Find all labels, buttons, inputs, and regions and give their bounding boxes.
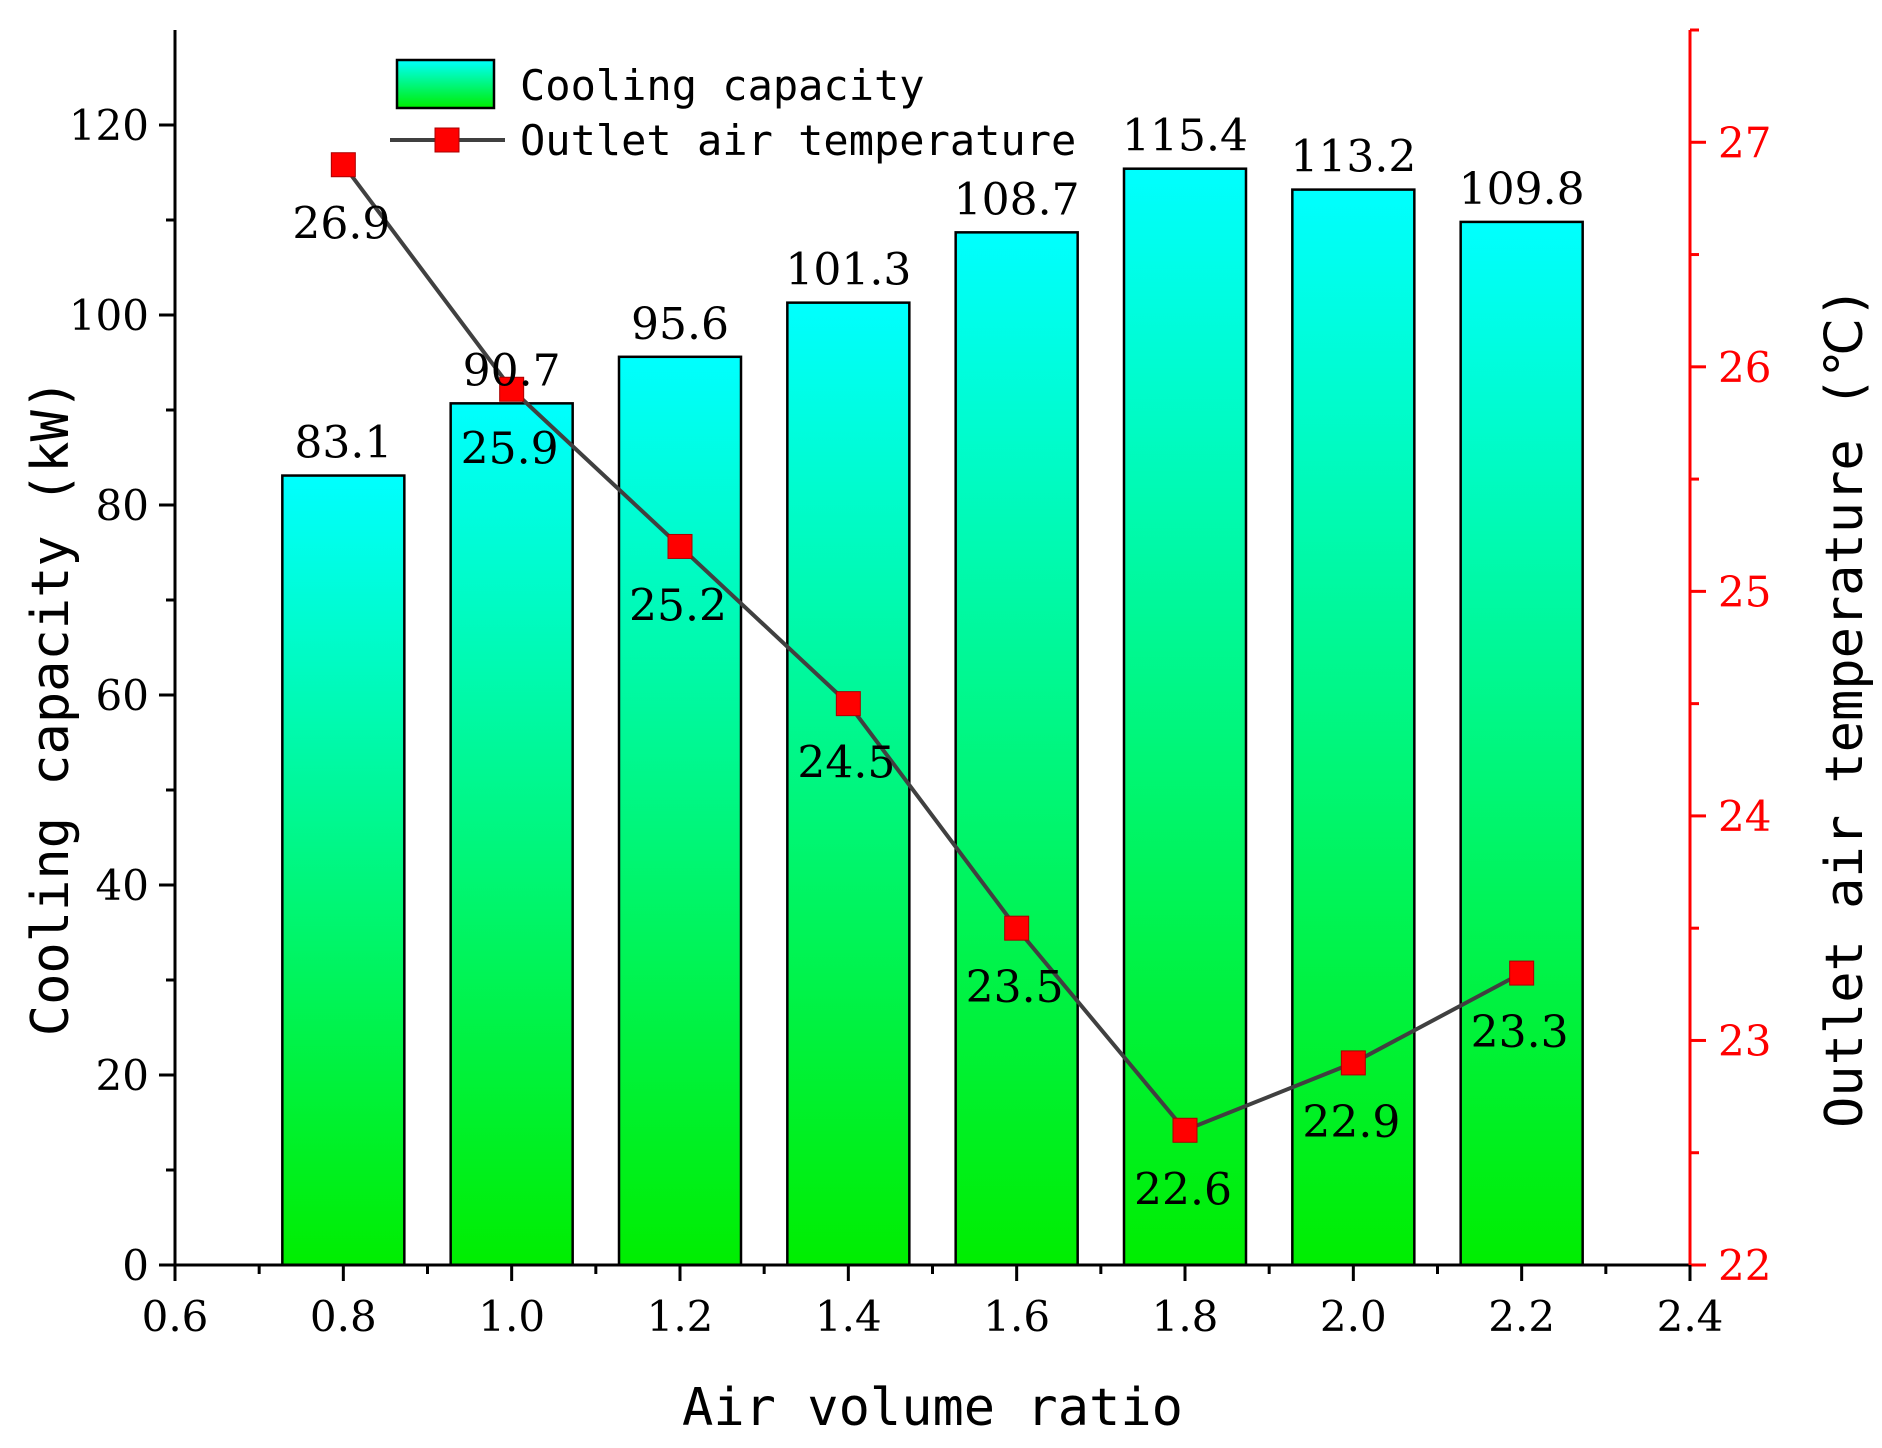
bar: [449, 402, 574, 1267]
bar: [1122, 167, 1248, 1267]
temperature-marker: [499, 376, 525, 402]
y-tick-label: 100: [69, 291, 149, 340]
temperature-line: [341, 163, 1523, 1133]
bar: [281, 474, 406, 1267]
x-tick-label: 2.0: [1320, 1292, 1387, 1341]
bar: [954, 231, 1079, 1267]
temperature-marker: [1172, 1117, 1198, 1143]
temperature-marker: [1004, 915, 1030, 941]
y-tick-label: 120: [69, 101, 149, 150]
line-value-label: 24.5: [797, 738, 895, 789]
temperature-marker: [330, 152, 356, 178]
temperature-marker: [1509, 960, 1535, 986]
temperature-marker: [835, 691, 861, 717]
x-tick-label: 2.4: [1657, 1292, 1724, 1341]
y-tick-label: 0: [122, 1241, 149, 1290]
bar: [1459, 220, 1584, 1267]
legend-bar-swatch: [395, 58, 496, 110]
legend-line-label: Outlet air temperature: [520, 116, 1076, 165]
temperature-marker: [1340, 1050, 1366, 1076]
bar-value-label: 83.1: [294, 418, 392, 469]
x-tick-label: 1.4: [815, 1292, 882, 1341]
x-axis-title: Air volume ratio: [682, 1378, 1183, 1438]
y-tick-label: 80: [96, 481, 149, 530]
bar-value-label: 113.2: [1290, 132, 1416, 183]
y2-tick-label: 24: [1718, 792, 1771, 841]
y2-tick-label: 23: [1718, 1016, 1771, 1065]
bar: [617, 355, 743, 1267]
y2-tick-label: 27: [1718, 118, 1771, 167]
line-value-label: 22.6: [1134, 1164, 1232, 1215]
line-value-label: 22.9: [1302, 1097, 1400, 1148]
bar-value-label: 109.8: [1459, 164, 1585, 215]
x-tick-label: 0.6: [142, 1292, 209, 1341]
line-value-label: 23.3: [1471, 1007, 1569, 1058]
x-tick-label: 2.2: [1488, 1292, 1555, 1341]
line-value-label: 25.9: [461, 423, 559, 474]
temperature-marker: [667, 533, 693, 559]
line-value-label: 25.2: [629, 580, 727, 631]
data-labels-layer: 83.1 90.7 95.6 101.3 108.7 115.4 113.2 109.8 26.…: [292, 111, 1584, 1216]
x-tick-label: 1.6: [983, 1292, 1050, 1341]
y2-tick-label: 22: [1718, 1241, 1771, 1290]
y2-axis-title: Outlet air temperature (℃): [1815, 287, 1875, 1128]
bar-value-label: 95.6: [631, 299, 729, 350]
legend-marker-swatch: [434, 127, 460, 153]
bar-value-label: 90.7: [463, 345, 561, 396]
line-value-label: 23.5: [966, 962, 1064, 1013]
legend-bar-label: Cooling capacity: [520, 61, 925, 110]
line-series-layer: [330, 152, 1535, 1143]
line-value-label: 26.9: [292, 199, 390, 250]
bar: [786, 301, 911, 1267]
x-tick-label: 1.8: [1152, 1292, 1219, 1341]
y-axis-title: Cooling capacity (kW): [21, 379, 81, 1036]
y2-tick-label: 26: [1718, 343, 1771, 392]
y-tick-label: 60: [96, 671, 149, 720]
x-tick-label: 1.2: [647, 1292, 714, 1341]
legend: Cooling capacity Outlet air temperature: [390, 58, 1076, 165]
axes-layer: 0 20 40 60 80 100 120 22 23 24 25 26 27 0.6 0.8 1.0 1.2 1…: [21, 28, 1875, 1438]
x-tick-label: 1.0: [478, 1292, 545, 1341]
bar-series-layer: [281, 167, 1584, 1267]
bar-value-label: 115.4: [1122, 111, 1248, 162]
y-tick-label: 40: [96, 861, 149, 910]
y2-tick-label: 25: [1718, 567, 1771, 616]
bar-value-label: 108.7: [954, 174, 1080, 225]
y-tick-label: 20: [96, 1051, 149, 1100]
bar-value-label: 101.3: [785, 245, 911, 296]
x-tick-label: 0.8: [310, 1292, 377, 1341]
